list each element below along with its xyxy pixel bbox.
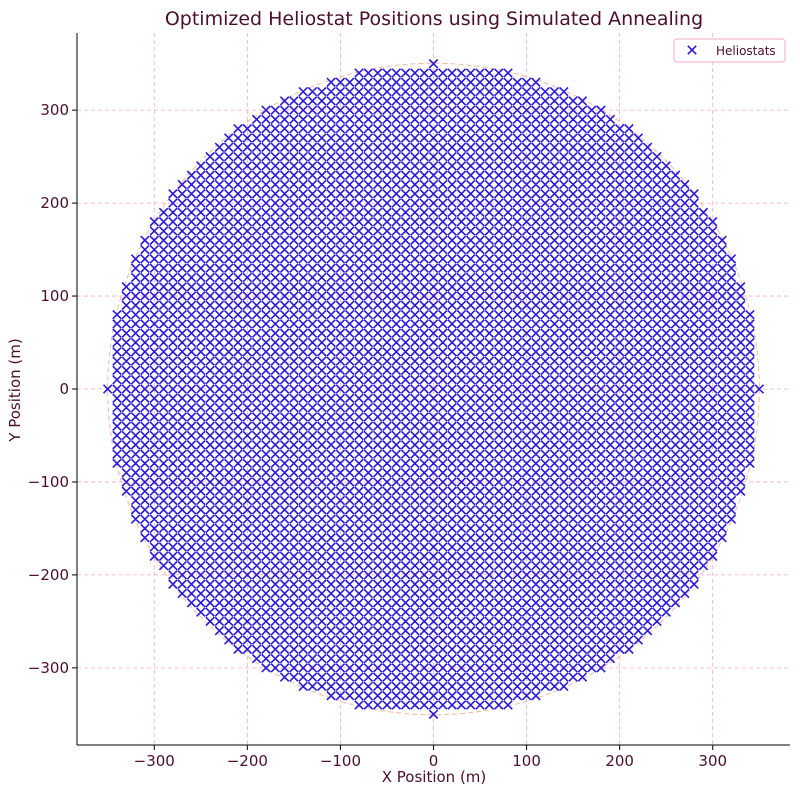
x-tick-label-0: −300 [134, 752, 175, 770]
x-tick-label-1: −200 [227, 752, 268, 770]
x-tick-label-4: 100 [512, 752, 541, 770]
x-tick-label-3: 0 [429, 752, 439, 770]
y-tick-label-2: −100 [28, 473, 69, 491]
legend-label-heliostats: Heliostats [716, 44, 776, 58]
heliostat-points [102, 58, 765, 720]
legend-box [673, 38, 786, 63]
y-tick-label-5: 200 [40, 194, 69, 212]
x-axis-label: X Position (m) [382, 768, 487, 786]
chart-title: Optimized Heliostat Positions using Simu… [165, 8, 703, 30]
x-tick-label-6: 300 [698, 752, 727, 770]
x-ticks: −300 −200 −100 0 100 200 300 [134, 745, 727, 770]
y-ticks: −300 −200 −100 0 100 200 300 [28, 101, 77, 677]
y-tick-label-0: −300 [28, 659, 69, 677]
y-tick-label-3: 0 [59, 380, 69, 398]
x-tick-label-2: −100 [320, 752, 361, 770]
legend-x-icon [687, 45, 697, 55]
heliostat-markers [102, 58, 765, 720]
legend: Heliostats [673, 38, 786, 63]
x-tick-label-5: 200 [605, 752, 634, 770]
legend-marker-x [687, 45, 697, 55]
y-tick-label-1: −200 [28, 566, 69, 584]
y-tick-label-4: 100 [40, 287, 69, 305]
y-tick-label-6: 300 [40, 101, 69, 119]
y-axis-label: Y Position (m) [6, 338, 24, 442]
